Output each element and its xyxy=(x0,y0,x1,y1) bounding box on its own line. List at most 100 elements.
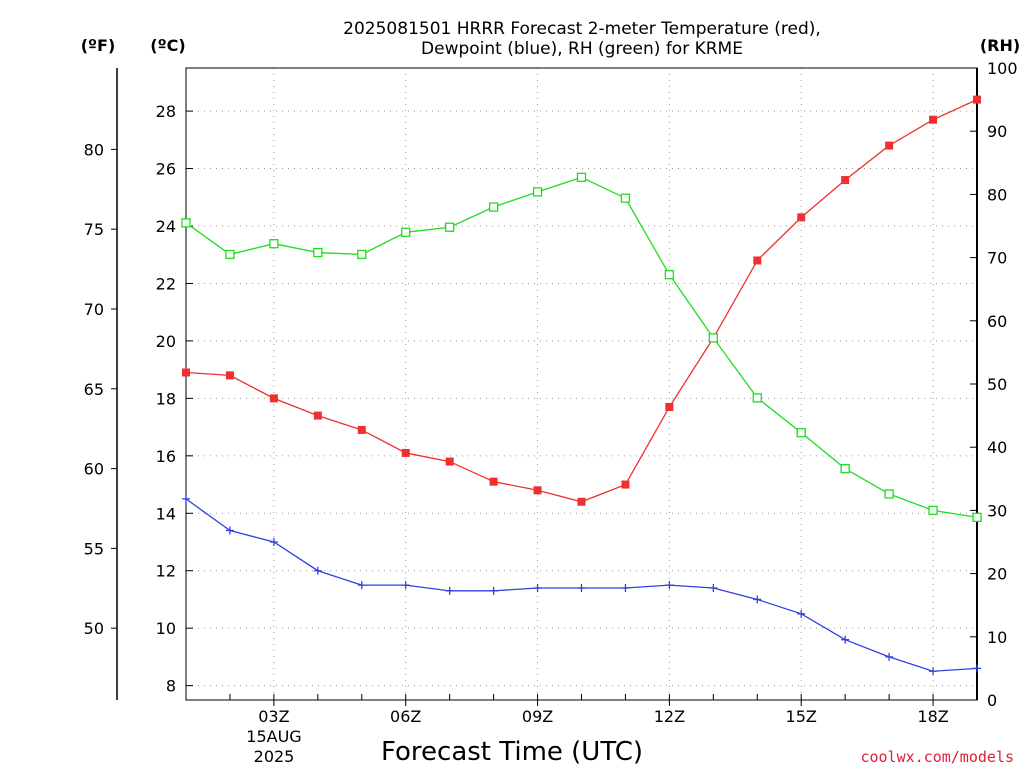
rh-point xyxy=(181,218,191,228)
dewpoint-point xyxy=(929,667,938,676)
rh-tick-label: 70 xyxy=(987,249,1007,268)
celsius-tick-label: 24 xyxy=(156,217,176,236)
temperature-point xyxy=(225,371,234,380)
dewpoint-point xyxy=(489,586,498,595)
rh-point xyxy=(664,270,675,280)
temperature-point xyxy=(797,213,806,222)
date-label-day: 15AUG xyxy=(246,727,301,746)
tick-labels: 03Z 06Z 09Z 12Z 15Z 18Z 8 10 12 14 16 18 20 22 24 26 28 5… xyxy=(84,59,1018,726)
dewpoint-point xyxy=(445,586,454,595)
temperature-point xyxy=(753,256,762,265)
celsius-tick-label: 22 xyxy=(156,274,176,293)
rh-point xyxy=(620,193,631,203)
fahrenheit-tick-label: 65 xyxy=(84,380,104,399)
dewpoint-point xyxy=(182,494,190,503)
rh-point xyxy=(488,202,499,212)
series-layer xyxy=(181,95,982,676)
rh-point xyxy=(708,333,718,343)
series-rh xyxy=(181,172,982,523)
rh-point xyxy=(884,489,894,499)
dewpoint-point xyxy=(665,581,674,590)
fahrenheit-tick-label: 75 xyxy=(84,220,104,239)
dewpoint-point xyxy=(709,583,718,592)
chart-title-line-2: Dewpoint (blue), RH (green) for KRME xyxy=(421,39,743,59)
x-tick-label: 18Z xyxy=(917,707,948,726)
rh-tick-label: 40 xyxy=(987,438,1007,457)
series-dewpoint xyxy=(182,494,981,676)
dewpoint-point xyxy=(401,581,410,590)
temperature-point xyxy=(357,425,366,434)
rh-point xyxy=(928,505,938,516)
celsius-tick-label: 20 xyxy=(156,332,176,351)
dewpoint-point xyxy=(533,583,542,592)
series-temperature xyxy=(182,95,981,506)
dewpoint-point xyxy=(577,583,586,592)
axes xyxy=(111,67,978,706)
rh-point xyxy=(576,172,587,182)
rh-point xyxy=(401,227,411,237)
rh-tick-label: 20 xyxy=(987,565,1007,584)
rh-tick-label: 50 xyxy=(987,375,1007,394)
celsius-tick-label: 28 xyxy=(156,102,176,121)
fahrenheit-unit-label: (ºF) xyxy=(81,36,116,55)
temperature-line xyxy=(185,99,978,503)
fahrenheit-tick-label: 55 xyxy=(84,539,104,558)
rh-point xyxy=(840,464,850,474)
plot-frame xyxy=(185,67,978,701)
celsius-tick-label: 16 xyxy=(156,447,176,466)
rh-tick-label: 10 xyxy=(987,628,1007,647)
celsius-tick-label: 14 xyxy=(156,504,176,523)
rh-tick-label: 30 xyxy=(987,501,1007,520)
dewpoint-point xyxy=(313,566,322,575)
temperature-point xyxy=(841,176,850,185)
celsius-tick-label: 26 xyxy=(156,160,176,179)
rh-point xyxy=(445,222,455,232)
dewpoint-point xyxy=(269,538,278,546)
temperature-point xyxy=(489,477,498,486)
temperature-point xyxy=(577,497,586,506)
rh-tick-label: 60 xyxy=(987,312,1007,331)
rh-point xyxy=(225,249,235,260)
grid-lines xyxy=(186,68,977,700)
rh-tick-label: 90 xyxy=(987,122,1007,141)
rh-point xyxy=(752,393,762,403)
dewpoint-point xyxy=(973,664,981,673)
rh-point xyxy=(313,247,323,258)
fahrenheit-tick-label: 70 xyxy=(84,300,104,319)
x-tick-label: 09Z xyxy=(522,707,553,726)
temperature-point xyxy=(885,141,894,150)
fahrenheit-tick-label: 50 xyxy=(84,619,104,638)
temperature-point xyxy=(313,411,322,420)
dewpoint-point xyxy=(357,581,366,590)
dewpoint-point xyxy=(225,526,234,535)
rh-point xyxy=(532,187,543,197)
x-axis-label: Forecast Time (UTC) xyxy=(381,737,643,767)
rh-tick-label: 80 xyxy=(987,185,1007,204)
rh-point xyxy=(269,239,279,249)
temperature-point xyxy=(973,95,981,104)
celsius-tick-label: 10 xyxy=(156,619,176,638)
rh-tick-label: 0 xyxy=(987,691,997,710)
x-tick-label: 03Z xyxy=(258,707,289,726)
dewpoint-point xyxy=(841,635,850,644)
temperature-point xyxy=(401,448,410,457)
x-tick-label: 06Z xyxy=(390,707,421,726)
dewpoint-point xyxy=(797,609,806,618)
date-label-year: 2025 xyxy=(254,747,295,766)
x-tick-label: 12Z xyxy=(654,707,685,726)
temperature-point xyxy=(621,480,630,489)
temperature-point xyxy=(445,457,454,466)
celsius-unit-label: (ºC) xyxy=(150,36,185,55)
dewpoint-point xyxy=(753,595,762,604)
rh-line xyxy=(185,176,978,518)
rh-point xyxy=(357,249,367,260)
rh-tick-label: 100 xyxy=(987,59,1018,78)
temperature-point xyxy=(929,115,938,124)
temperature-point xyxy=(269,394,278,403)
credit-text: coolwx.com/models xyxy=(860,748,1014,766)
x-tick-label: 15Z xyxy=(786,707,817,726)
rh-point xyxy=(796,428,806,438)
dewpoint-point xyxy=(621,583,630,592)
fahrenheit-tick-label: 80 xyxy=(84,140,104,159)
